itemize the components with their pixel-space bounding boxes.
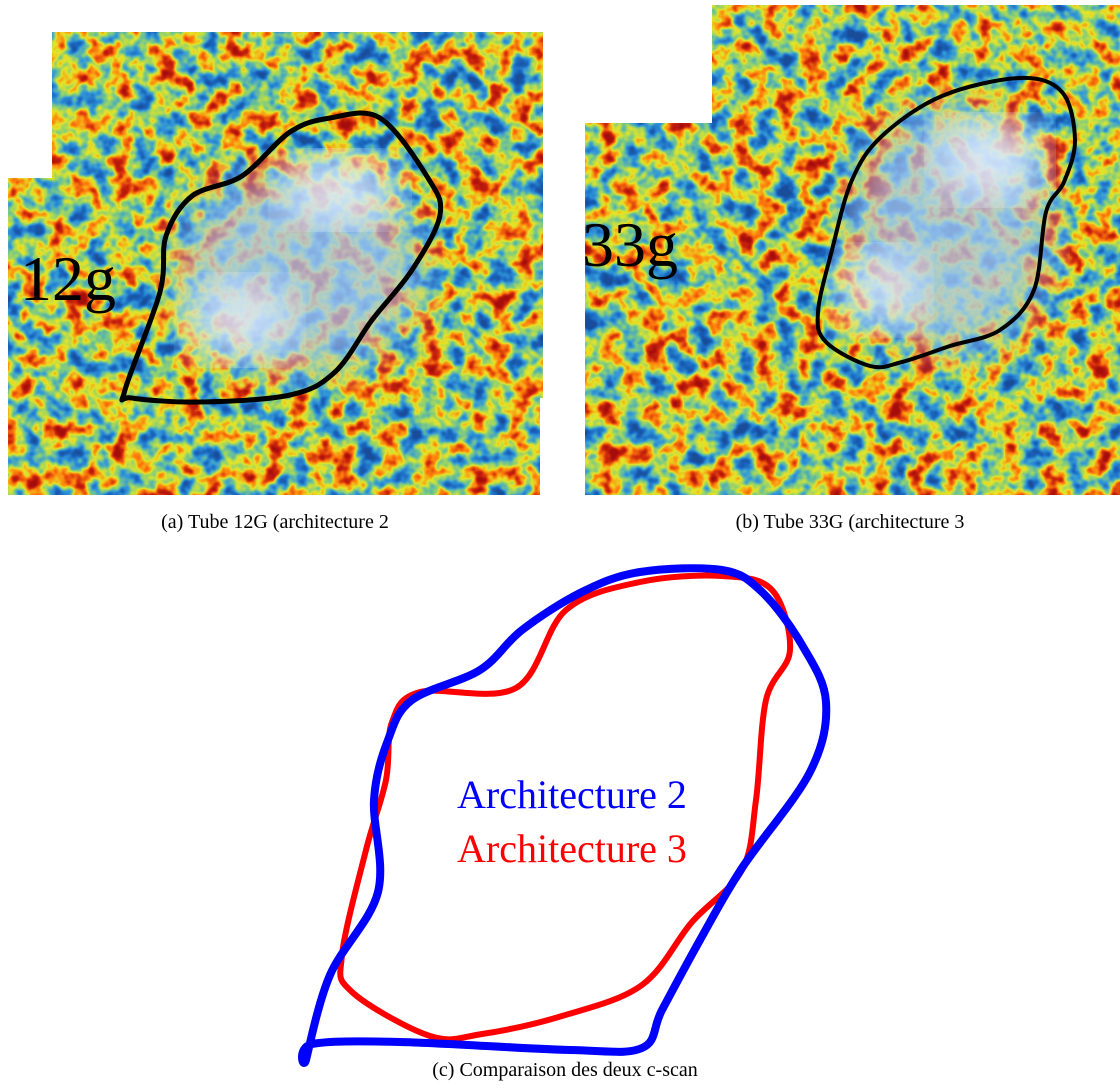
c-scan-image-b: [585, 5, 1120, 495]
panel-label: 33g: [582, 209, 678, 280]
c-scan-image-a: [8, 32, 543, 495]
legend-label: Architecture 2: [457, 772, 687, 817]
panel-label: 12g: [20, 243, 116, 314]
legend-label: Architecture 3: [457, 826, 687, 871]
defect-outline: [815, 75, 1078, 370]
caption: (b) Tube 33G (architecture 3: [736, 511, 965, 533]
caption: (a) Tube 12G (architecture 2: [161, 511, 389, 533]
outline-architecture-3: [337, 572, 794, 1043]
outline-architecture-2: [298, 564, 831, 1067]
defect-outline: [119, 110, 444, 405]
caption: (c) Comparaison des deux c-scan: [432, 1059, 697, 1081]
